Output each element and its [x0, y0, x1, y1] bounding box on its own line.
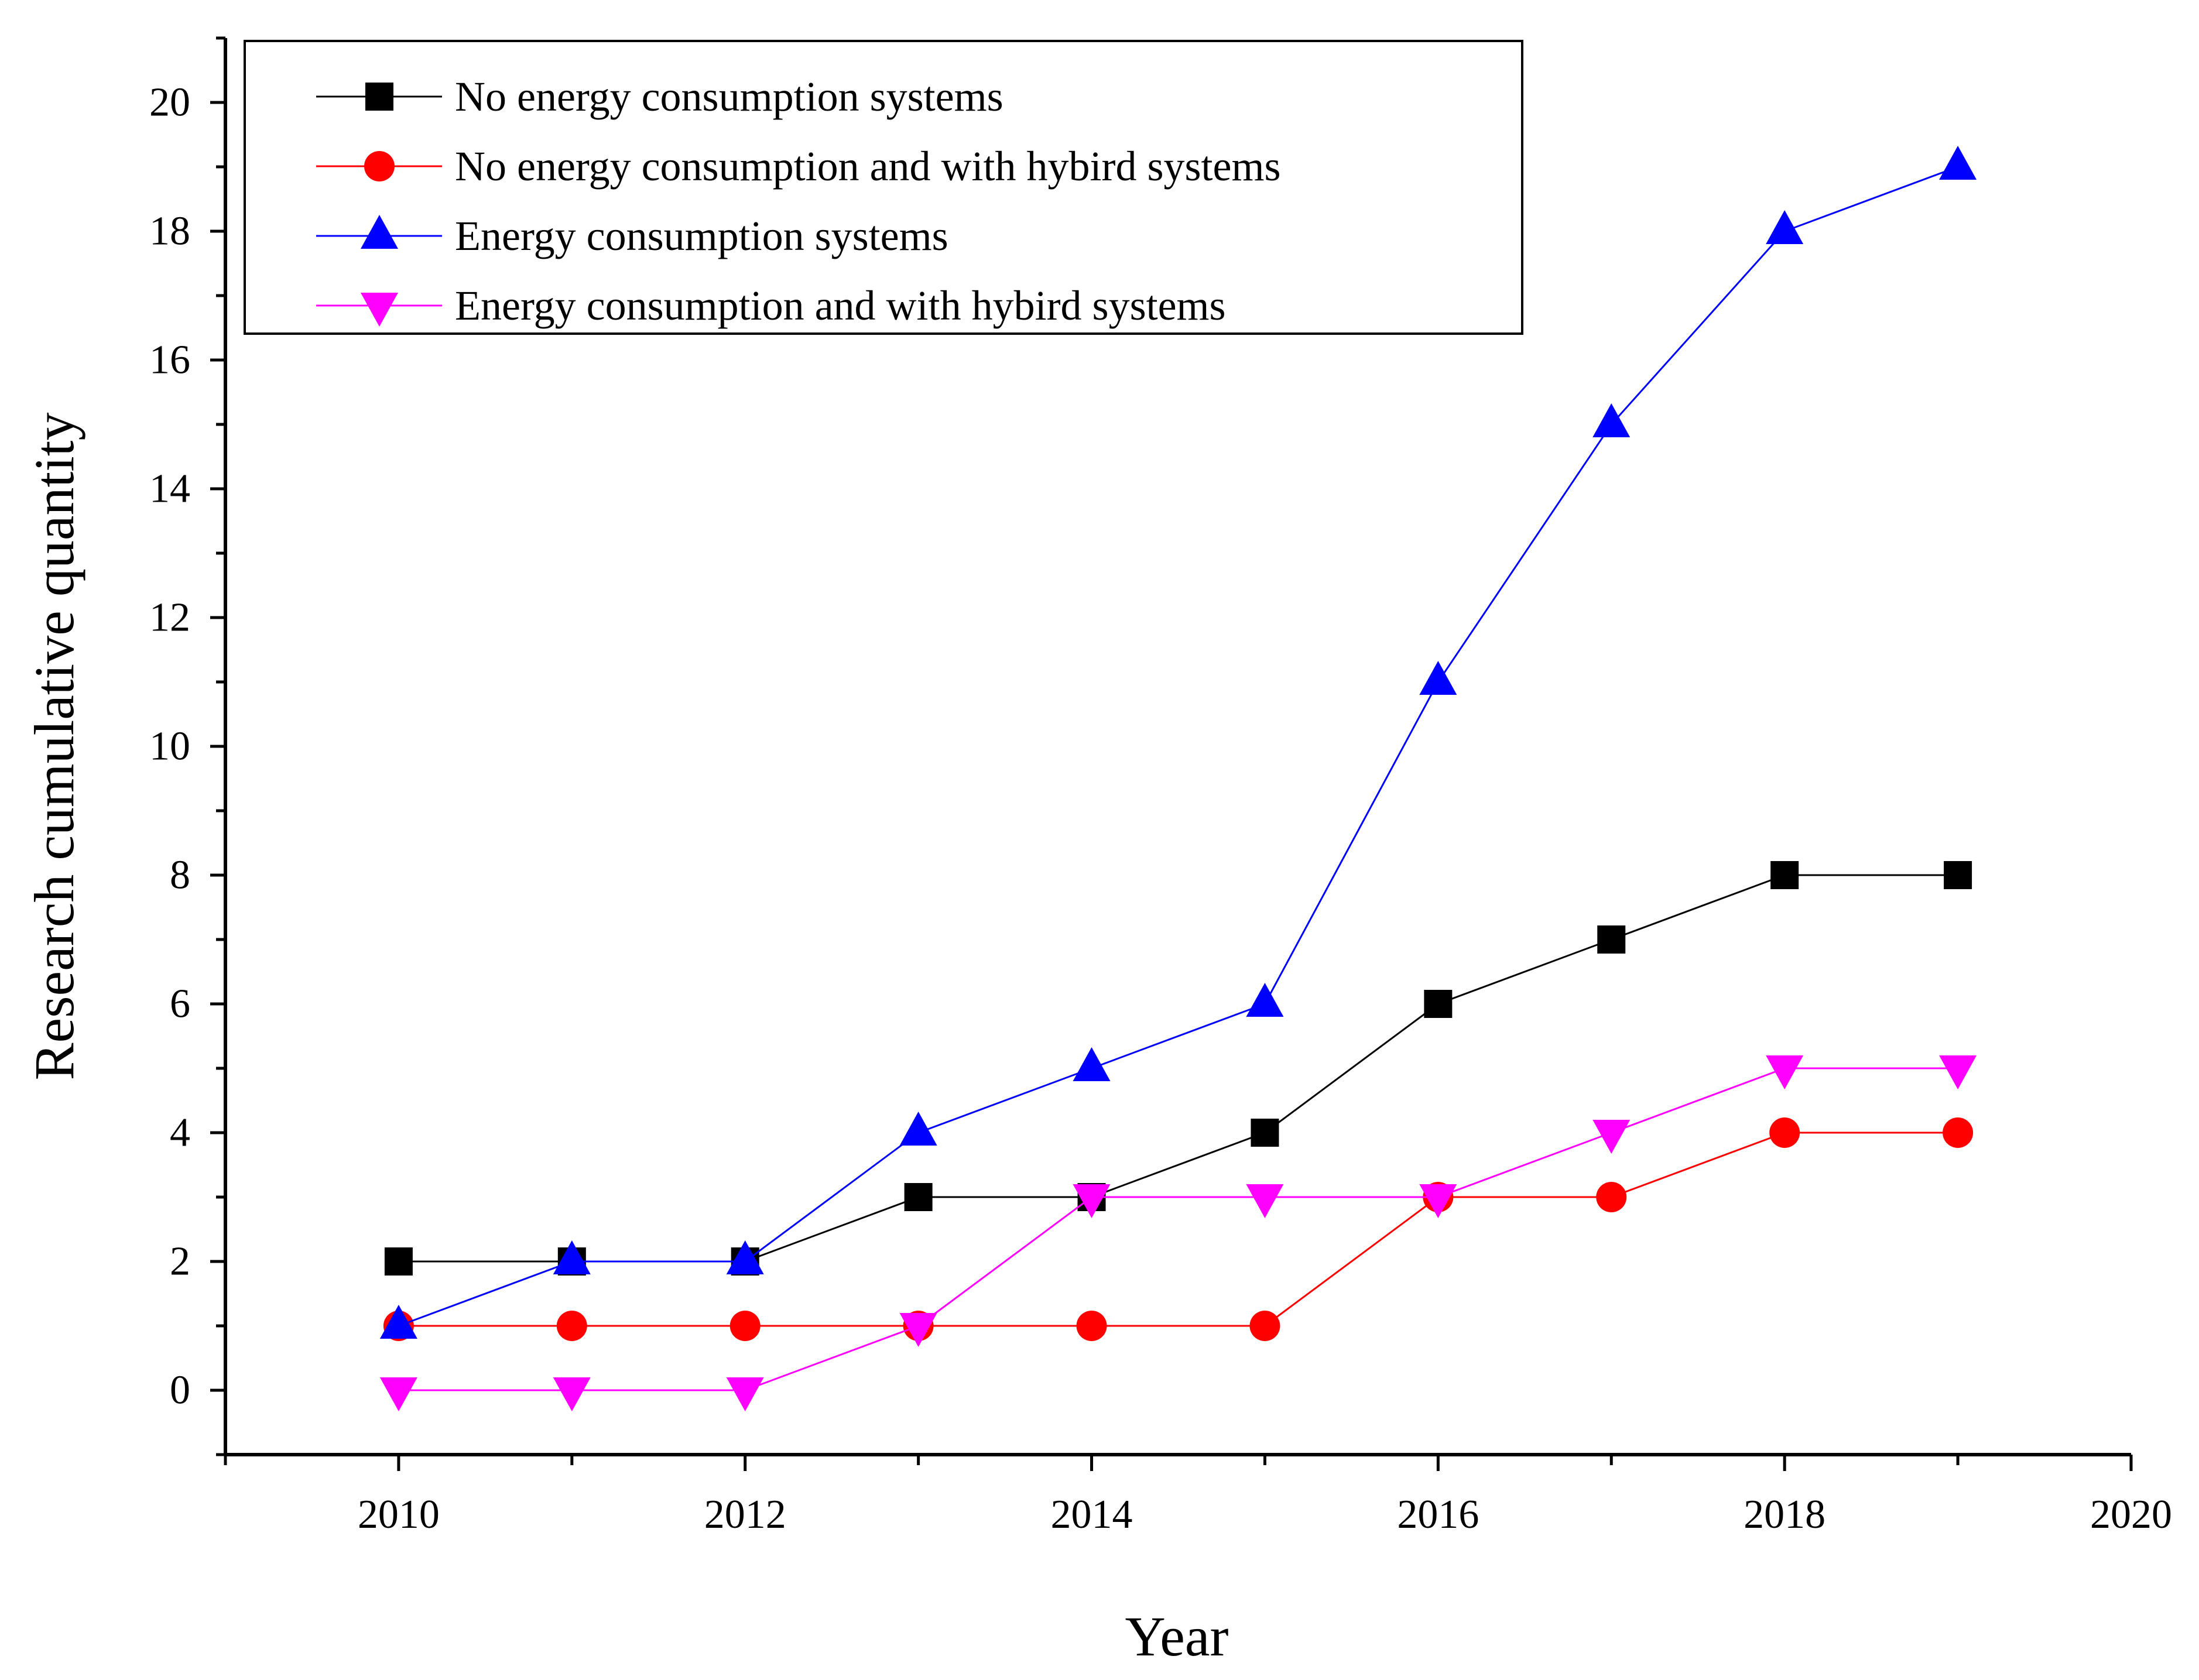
legend: No energy consumption systems No energy c… — [244, 40, 1523, 335]
legend-label: No energy consumption and with hybird sy… — [455, 143, 1281, 190]
legend-box — [244, 40, 1523, 335]
data-point — [1766, 1055, 1804, 1089]
y-tick-label: 0 — [170, 1368, 190, 1413]
y-tick-label: 12 — [149, 595, 190, 640]
x-tick-label: 2018 — [1744, 1492, 1825, 1537]
data-point — [726, 1240, 764, 1274]
legend-marker — [364, 151, 395, 181]
data-point — [553, 1240, 591, 1274]
data-point — [1939, 146, 1977, 180]
data-point — [1766, 210, 1804, 244]
x-tick-label: 2014 — [1051, 1492, 1133, 1537]
data-point — [1939, 1055, 1977, 1089]
data-point — [1770, 861, 1799, 889]
data-point — [1596, 1182, 1627, 1212]
legend-marker — [365, 83, 393, 111]
legend-item-4: Energy consumption and with hybird syste… — [316, 282, 1226, 329]
x-tick-label: 2010 — [358, 1492, 440, 1537]
legend-marker — [361, 215, 398, 249]
x-ticks: 2010 2012 2014 2016 2018 2020 — [224, 1455, 2172, 1537]
legend-label: No energy consumption systems — [455, 73, 1003, 120]
data-point — [1592, 1120, 1631, 1154]
legend-item-2: No energy consumption and with hybird sy… — [316, 143, 1281, 190]
legend-item-3: Energy consumption systems — [316, 212, 948, 259]
data-point — [1424, 990, 1453, 1018]
data-point — [1076, 1311, 1107, 1341]
legend-items: No energy consumption systems No energy c… — [316, 73, 1281, 329]
x-tick-label: 2012 — [704, 1492, 786, 1537]
series-4 — [379, 1055, 1977, 1411]
y-tick-label: 10 — [149, 724, 190, 769]
data-point — [556, 1311, 587, 1341]
series-layer — [379, 146, 1977, 1411]
data-point — [379, 1305, 417, 1339]
series-line — [398, 1132, 1958, 1327]
data-point — [1943, 1117, 1974, 1148]
series-line — [398, 1067, 1958, 1391]
data-point — [899, 1313, 937, 1347]
y-tick-label: 16 — [149, 338, 190, 383]
series-line — [398, 166, 1958, 1327]
data-point — [1246, 983, 1284, 1017]
legend-label: Energy consumption and with hybird syste… — [455, 282, 1226, 329]
data-point — [1419, 1184, 1457, 1218]
data-point — [553, 1377, 591, 1411]
data-point — [379, 1377, 417, 1411]
y-tick-label: 4 — [170, 1110, 190, 1156]
series-2 — [383, 1117, 1974, 1341]
data-point — [1419, 661, 1457, 695]
x-axis-title: Year — [1125, 1605, 1229, 1668]
y-tick-label: 14 — [149, 467, 190, 512]
y-tick-label: 2 — [170, 1239, 190, 1284]
y-tick-label: 8 — [170, 853, 190, 898]
series-1 — [384, 861, 1972, 1276]
y-tick-label: 20 — [149, 80, 190, 125]
series-line — [398, 874, 1958, 1263]
data-point — [1769, 1117, 1800, 1148]
data-point — [1249, 1311, 1280, 1341]
data-point — [1073, 1047, 1111, 1081]
x-tick-label: 2016 — [1397, 1492, 1479, 1537]
legend-marker — [361, 293, 398, 327]
data-point — [904, 1183, 933, 1211]
series-3 — [379, 146, 1977, 1339]
data-point — [1251, 1119, 1279, 1147]
y-axis-title: Research cumulative quantity — [23, 413, 85, 1081]
data-point — [899, 1112, 937, 1146]
data-point — [1944, 861, 1972, 889]
data-point — [729, 1311, 761, 1341]
legend-item-1: No energy consumption systems — [316, 73, 1003, 120]
data-point — [384, 1247, 413, 1276]
y-tick-label: 6 — [170, 982, 190, 1027]
x-tick-label: 2020 — [2090, 1492, 2172, 1537]
y-tick-label: 18 — [149, 209, 190, 254]
data-point — [726, 1377, 764, 1411]
y-ticks: 0 2 4 6 8 10 12 14 16 18 20 — [149, 36, 225, 1456]
data-point — [1592, 403, 1631, 437]
data-point — [1073, 1184, 1111, 1218]
data-point — [1246, 1184, 1284, 1218]
data-point — [1597, 925, 1626, 954]
legend-label: Energy consumption systems — [455, 212, 948, 259]
